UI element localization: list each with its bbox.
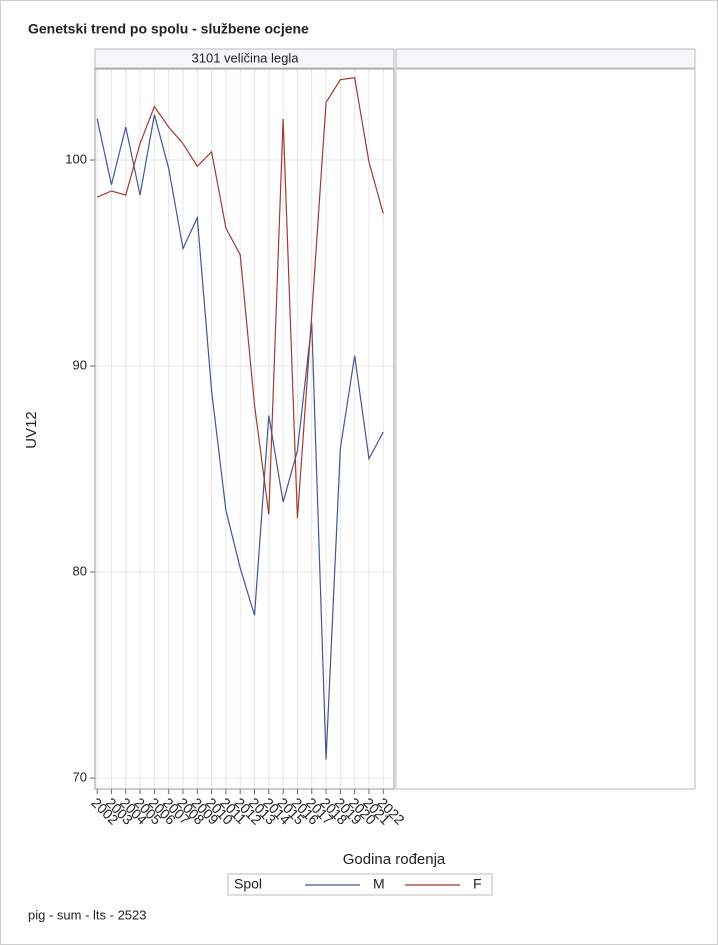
y-axis-label: UV12 — [23, 411, 40, 449]
panel-header-empty — [395, 48, 696, 69]
legend-label: M — [373, 876, 385, 892]
y-tick-label: 90 — [73, 358, 87, 373]
line — [96, 114, 384, 760]
y-tick-label: 80 — [73, 564, 87, 579]
footnote: pig - sum - lts - 2523 — [28, 907, 147, 922]
y-tick-label: 100 — [65, 151, 87, 166]
line — [96, 76, 384, 519]
legend-label: F — [473, 876, 482, 892]
empty-panel — [395, 68, 696, 790]
y-tick-label: 70 — [73, 770, 87, 785]
chart-title: Genetski trend po spolu - službene ocjen… — [28, 21, 309, 37]
legend-title: Spol — [234, 876, 262, 892]
plot-frame — [94, 68, 395, 790]
x-axis-label: Godina rođenja — [343, 851, 446, 868]
panel-title: 3101 veličina legla — [192, 50, 300, 65]
panel-header — [94, 48, 395, 69]
